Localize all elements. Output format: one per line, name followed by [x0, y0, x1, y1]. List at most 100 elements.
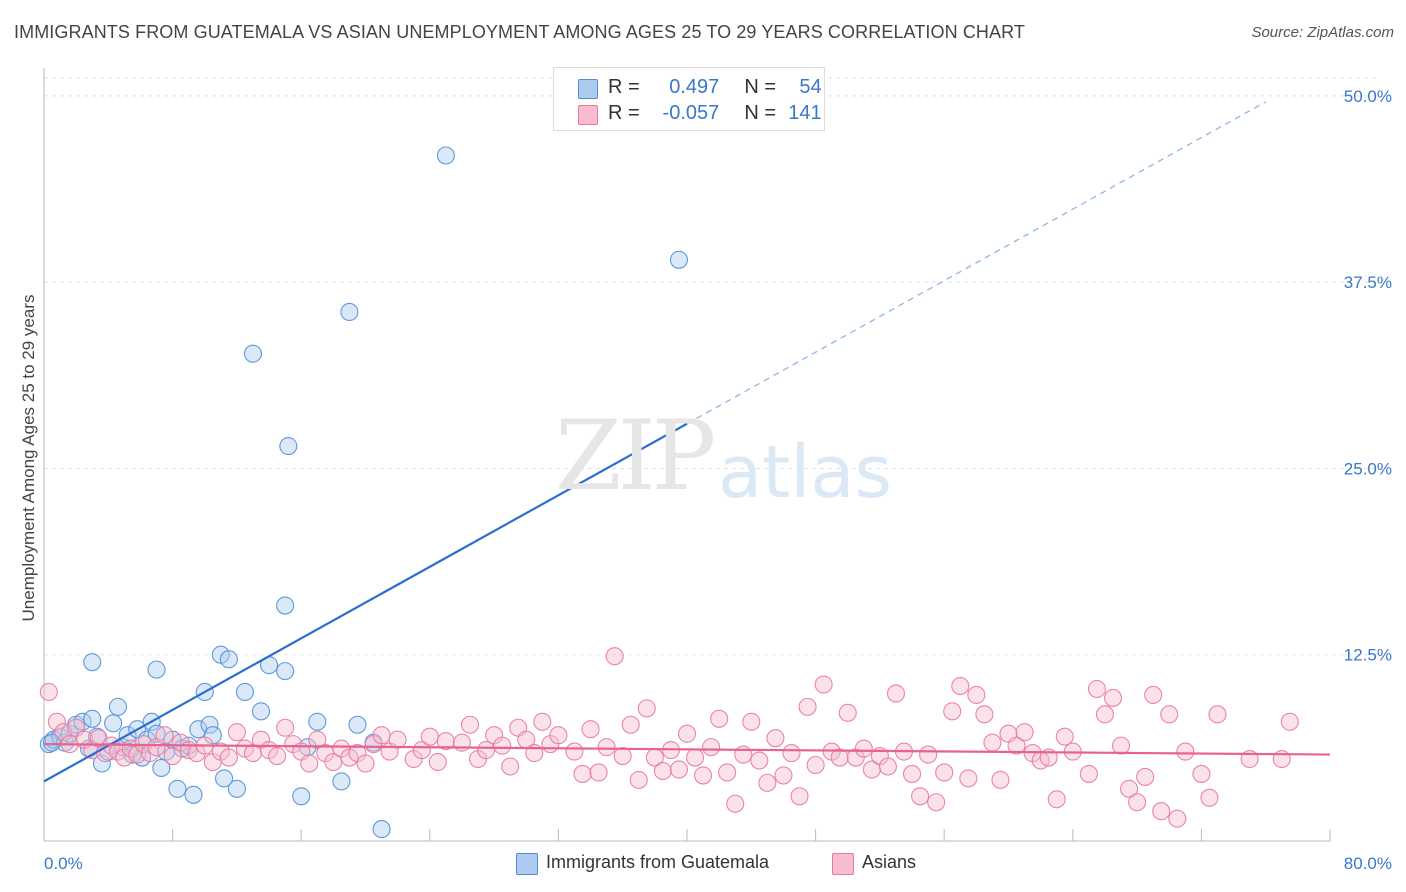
data-point-guatemala — [83, 653, 102, 672]
data-point-asians — [39, 682, 58, 702]
bottom-legend-label-guatemala: Immigrants from Guatemala — [546, 852, 770, 872]
data-point-asians — [420, 727, 439, 746]
data-point-asians — [975, 705, 994, 724]
y-axis-label: Unemployment Among Ages 25 to 29 years — [19, 294, 38, 622]
data-point-asians — [1095, 705, 1114, 724]
data-point-asians — [1160, 705, 1179, 724]
data-point-asians — [412, 741, 431, 760]
data-point-asians — [1192, 764, 1211, 783]
data-point-asians — [1087, 679, 1106, 699]
data-point-asians — [854, 739, 873, 758]
data-point-guatemala — [332, 772, 351, 791]
data-point-asians — [268, 747, 287, 766]
trendline-asians — [43, 743, 1331, 756]
data-point-asians — [774, 766, 793, 785]
data-point-asians — [613, 747, 632, 766]
data-point-asians — [677, 724, 697, 743]
legend-n-label: N = — [744, 76, 777, 98]
data-point-asians — [477, 741, 496, 760]
data-point-asians — [533, 712, 552, 731]
data-point-asians — [1015, 723, 1034, 742]
legend-r-label: R = — [608, 102, 640, 124]
data-point-asians — [991, 770, 1010, 789]
data-point-asians — [1200, 788, 1219, 807]
data-point-guatemala — [152, 758, 171, 778]
data-point-asians — [219, 748, 238, 767]
data-point-guatemala — [184, 785, 203, 804]
data-point-asians — [943, 702, 962, 721]
data-point-asians — [669, 760, 689, 779]
legend-swatch-guatemala — [578, 79, 598, 99]
data-point-asians — [1208, 705, 1227, 724]
y-tick-label: 50.0% — [1344, 87, 1392, 106]
data-point-asians — [935, 763, 954, 782]
data-point-guatemala — [292, 787, 311, 806]
data-point-asians — [1079, 764, 1098, 783]
data-point-asians — [565, 742, 584, 761]
y-tick-label: 37.5% — [1344, 273, 1392, 292]
legend-r-value: -0.057 — [662, 102, 720, 124]
data-point-asians — [766, 729, 785, 748]
data-point-asians — [549, 726, 568, 745]
data-point-guatemala — [243, 344, 263, 363]
watermark-zip: ZIP — [555, 400, 716, 512]
data-point-asians — [155, 726, 174, 745]
data-point-asians — [1007, 736, 1026, 755]
data-point-guatemala — [214, 769, 234, 788]
data-point-guatemala — [219, 650, 238, 669]
data-point-asians — [694, 766, 713, 785]
trendline-guatemala — [43, 422, 688, 783]
data-point-asians — [959, 769, 978, 788]
data-point-guatemala — [227, 779, 246, 798]
legend-r-value: 0.497 — [669, 76, 720, 98]
data-point-asians — [276, 718, 295, 737]
data-point-asians — [493, 736, 512, 755]
source-credit: Source: ZipAtlas.com — [1251, 24, 1394, 41]
data-point-asians — [300, 754, 319, 773]
data-point-asians — [501, 757, 520, 776]
data-point-asians — [758, 773, 777, 792]
chart-title: IMMIGRANTS FROM GUATEMALA VS ASIAN UNEMP… — [14, 22, 1025, 42]
x-tick-label-min: 0.0% — [44, 854, 83, 873]
data-point-asians — [597, 738, 616, 757]
data-point-asians — [621, 715, 640, 734]
data-point-guatemala — [276, 596, 295, 615]
data-point-asians — [814, 675, 833, 694]
data-point-asians — [806, 755, 825, 775]
data-point-asians — [919, 745, 938, 764]
data-point-asians — [902, 764, 922, 783]
data-point-guatemala — [104, 714, 123, 733]
y-tick-label: 25.0% — [1344, 459, 1392, 478]
data-point-asians — [1152, 802, 1171, 821]
data-point-guatemala — [340, 302, 359, 322]
data-point-asians — [685, 748, 705, 767]
data-point-asians — [388, 730, 407, 749]
data-point-asians — [983, 733, 1002, 752]
data-point-guatemala — [147, 660, 166, 679]
data-point-asians — [911, 787, 930, 806]
data-point-guatemala — [348, 715, 367, 734]
data-point-asians — [227, 723, 246, 742]
data-point-asians — [460, 715, 480, 734]
data-point-asians — [637, 699, 656, 718]
data-point-asians — [927, 793, 946, 812]
data-point-asians — [710, 709, 729, 728]
data-point-guatemala — [372, 820, 391, 839]
data-point-asians — [1103, 688, 1123, 707]
correlation-legend: R = 0.497 N = 54 R = -0.057 N = 141 — [553, 67, 825, 131]
data-point-guatemala — [200, 715, 219, 734]
data-point-asians — [436, 732, 455, 751]
data-point-asians — [163, 747, 182, 766]
data-point-asians — [718, 763, 737, 782]
data-point-asians — [702, 738, 721, 757]
data-point-asians — [734, 745, 753, 764]
data-point-guatemala — [42, 733, 62, 752]
data-point-asians — [428, 752, 447, 772]
data-point-asians — [798, 697, 817, 716]
data-point-asians — [967, 685, 986, 705]
y-tick-label: 12.5% — [1344, 646, 1392, 665]
data-point-asians — [1128, 793, 1147, 812]
data-point-asians — [653, 761, 672, 781]
bottom-legend-swatch-asians — [832, 853, 854, 875]
